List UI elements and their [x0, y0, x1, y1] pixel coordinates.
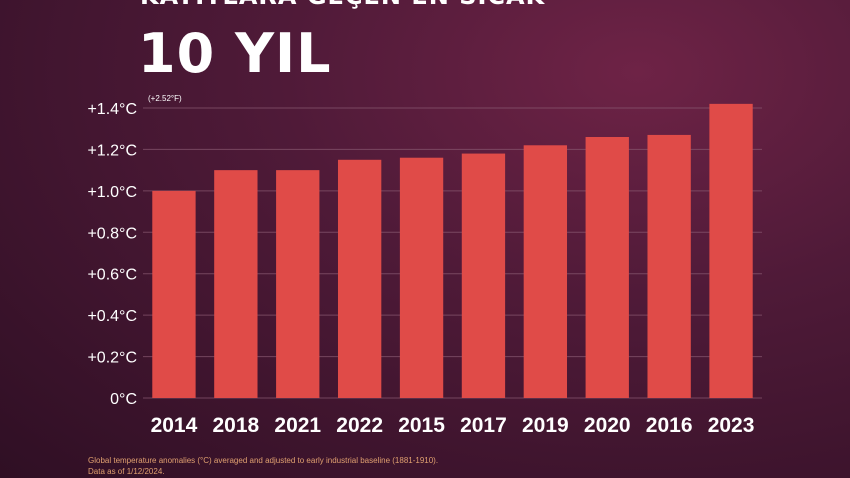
y-tick-label: +0.4°C [87, 308, 137, 325]
x-tick-label: 2020 [584, 414, 631, 437]
x-tick-label: 2022 [336, 414, 383, 437]
bar [337, 159, 382, 398]
x-tick-label: 2019 [522, 414, 569, 437]
x-tick-label: 2018 [212, 414, 259, 437]
x-tick-label: 2021 [274, 414, 321, 437]
bar [647, 134, 691, 398]
bar [152, 190, 196, 398]
bar [461, 153, 506, 398]
bar [214, 170, 258, 398]
footnote: Global temperature anomalies (°C) averag… [88, 455, 688, 477]
y-tick-label: +0.8°C [87, 225, 137, 242]
y-tick-label: +1.4°C [87, 101, 137, 118]
bar [585, 137, 629, 398]
x-tick-label: 2023 [708, 414, 755, 437]
y-tick-label: +0.6°C [87, 267, 137, 284]
footnote-line-1: Global temperature anomalies (°C) averag… [88, 456, 439, 465]
x-tick-label: 2015 [398, 414, 445, 437]
bar [276, 170, 320, 398]
x-tick-label: 2017 [460, 414, 507, 437]
y-tick-label: 0°C [110, 391, 137, 408]
bar [399, 157, 444, 398]
bar [709, 103, 753, 398]
footnote-line-2: Data as of 1/12/2024. [88, 467, 165, 476]
chart-subtitle: KAYITLARA GEÇEN EN SICAK [140, 0, 545, 10]
annotation-label: (+2.52°F) [148, 94, 182, 103]
x-tick-label: 2014 [151, 414, 198, 437]
y-tick-label: +1.2°C [87, 142, 137, 159]
y-tick-label: +1.0°C [87, 184, 137, 201]
y-tick-label: +0.2°C [87, 350, 137, 367]
bar [523, 145, 568, 398]
chart-title: 10 YIL [138, 22, 332, 85]
x-tick-label: 2016 [646, 414, 693, 437]
